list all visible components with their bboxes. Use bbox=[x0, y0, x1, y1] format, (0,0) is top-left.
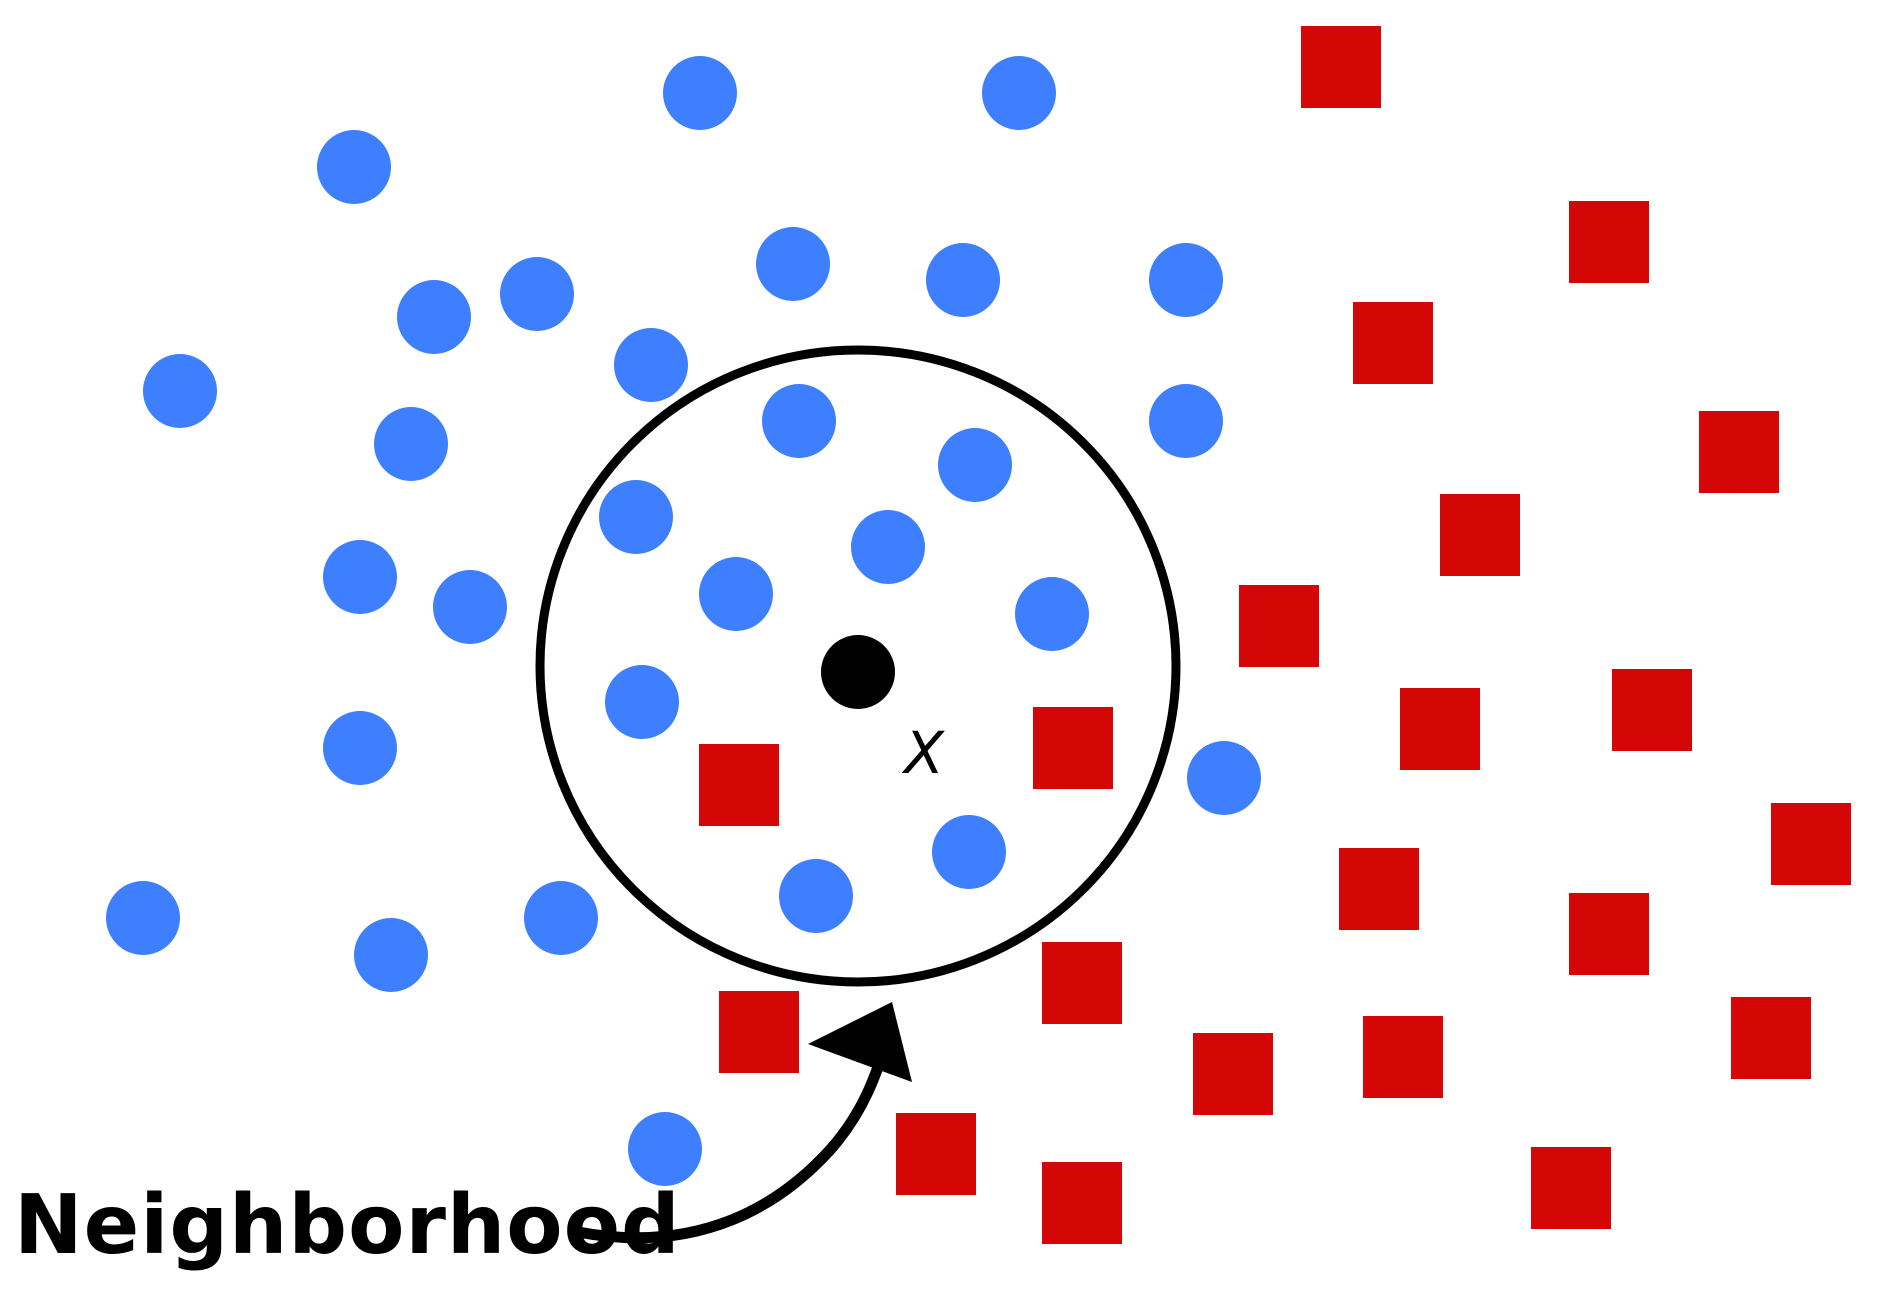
class-b-point bbox=[1612, 669, 1692, 751]
class-b-point bbox=[1569, 201, 1649, 283]
class-b-point bbox=[1400, 688, 1480, 770]
class-b-points bbox=[699, 26, 1851, 1244]
class-a-point bbox=[605, 665, 679, 739]
class-b-point bbox=[1301, 26, 1381, 108]
class-a-point bbox=[756, 227, 830, 301]
class-a-point bbox=[614, 328, 688, 402]
neighborhood-arrow bbox=[572, 1024, 896, 1244]
class-a-point bbox=[354, 918, 428, 992]
class-b-point bbox=[1042, 1162, 1122, 1244]
class-b-point bbox=[1339, 848, 1419, 930]
class-a-point bbox=[932, 815, 1006, 889]
class-a-point bbox=[938, 428, 1012, 502]
class-a-point bbox=[663, 56, 737, 130]
class-a-point bbox=[628, 1112, 702, 1186]
class-b-point bbox=[1033, 707, 1113, 789]
class-a-point bbox=[397, 280, 471, 354]
class-a-point bbox=[926, 243, 1000, 317]
class-a-point bbox=[1149, 243, 1223, 317]
class-a-point bbox=[500, 257, 574, 331]
class-a-point bbox=[323, 711, 397, 785]
class-a-point bbox=[433, 570, 507, 644]
class-b-point bbox=[896, 1113, 976, 1195]
class-b-point bbox=[1353, 302, 1433, 384]
class-a-point bbox=[374, 407, 448, 481]
query-point-label: X bbox=[901, 719, 945, 787]
class-b-point bbox=[1531, 1147, 1611, 1229]
query-point bbox=[821, 635, 895, 709]
class-b-point bbox=[1731, 997, 1811, 1079]
class-a-point bbox=[1015, 577, 1089, 651]
class-a-point bbox=[779, 859, 853, 933]
class-a-point bbox=[1187, 741, 1261, 815]
class-a-point bbox=[762, 384, 836, 458]
class-b-point bbox=[1042, 942, 1122, 1024]
class-b-point bbox=[699, 744, 779, 826]
class-b-point bbox=[719, 991, 799, 1073]
class-a-point bbox=[699, 557, 773, 631]
class-a-point bbox=[143, 354, 217, 428]
class-a-point bbox=[851, 510, 925, 584]
class-b-point bbox=[1193, 1033, 1273, 1115]
class-a-point bbox=[599, 480, 673, 554]
class-a-point bbox=[106, 881, 180, 955]
class-a-point bbox=[524, 881, 598, 955]
class-a-point bbox=[982, 56, 1056, 130]
class-a-points bbox=[106, 56, 1261, 1186]
class-a-point bbox=[1149, 384, 1223, 458]
class-b-point bbox=[1569, 893, 1649, 975]
class-b-point bbox=[1440, 494, 1520, 576]
class-b-point bbox=[1771, 803, 1851, 885]
neighborhood-circle bbox=[535, 345, 1181, 987]
class-b-point bbox=[1363, 1016, 1443, 1098]
class-b-point bbox=[1699, 411, 1779, 493]
neighborhood-label: Neighborhood bbox=[14, 1178, 681, 1273]
arrowhead-icon bbox=[808, 1002, 912, 1082]
class-a-point bbox=[317, 130, 391, 204]
class-b-point bbox=[1239, 585, 1319, 667]
class-a-point bbox=[323, 540, 397, 614]
